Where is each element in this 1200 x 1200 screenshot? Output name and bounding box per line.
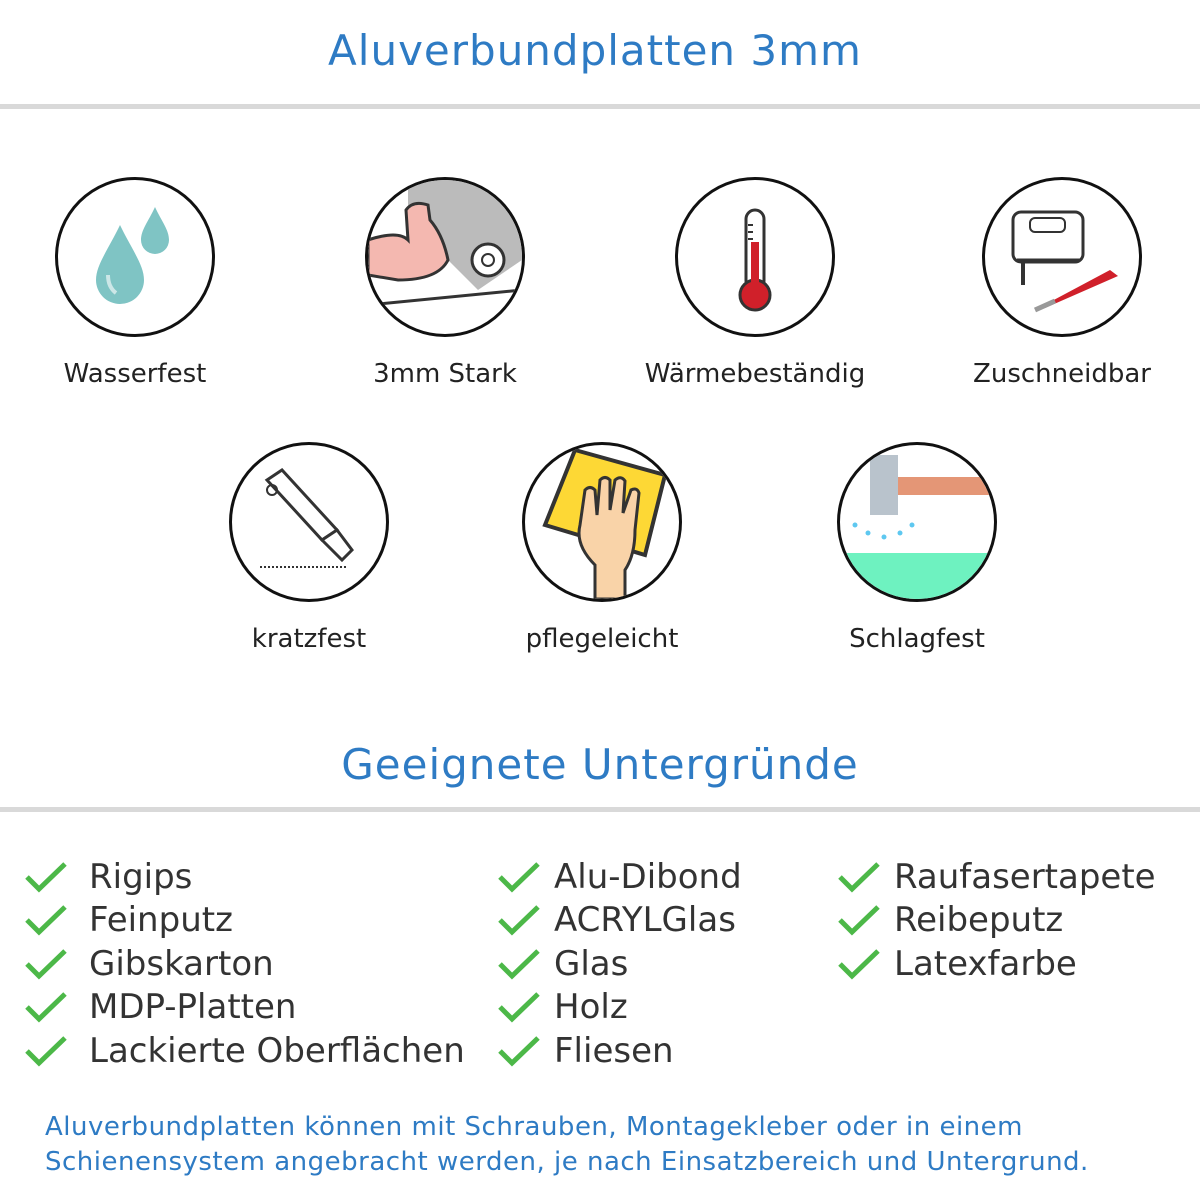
feature-label: kratzfest [251,624,367,654]
feature-schlagfest: Schlagfest [797,442,1037,654]
check-icon [498,904,540,936]
divider [0,807,1200,812]
surfaces-column-2: Alu-Dibond ACRYLGlas Glas Holz Fliesen [498,855,742,1073]
footer-note: Aluverbundplatten können mit Schrauben, … [45,1110,1089,1180]
check-icon [498,991,540,1023]
check-icon [25,948,67,980]
feature-label: 3mm Stark [373,359,517,389]
list-item: Raufasertapete [838,855,1156,899]
check-icon [838,948,880,980]
feature-label: Schlagfest [849,624,985,654]
check-icon [498,1035,540,1067]
check-icon [498,861,540,893]
check-icon [25,1035,67,1067]
feature-label: Zuschneidbar [973,359,1151,389]
list-item: Fliesen [498,1029,742,1073]
list-item: Glas [498,942,742,986]
check-icon [25,861,67,893]
list-item: Reibeputz [838,899,1156,943]
strong-arm-icon [365,177,525,337]
list-item: Holz [498,986,742,1030]
feature-label: Wärmebeständig [644,359,866,389]
water-drops-icon [55,177,215,337]
surfaces-column-3: Raufasertapete Reibeputz Latexfarbe [838,855,1156,986]
list-item: MDP-Platten [25,986,465,1030]
feature-waermebestaendig: Wärmebeständig [635,177,875,389]
list-item: Latexfarbe [838,942,1156,986]
check-icon [838,861,880,893]
hand-sponge-icon [522,442,682,602]
check-icon [838,904,880,936]
surfaces-title: Geeignete Untergründe [341,740,859,789]
hammer-icon [837,442,997,602]
list-item: Rigips [25,855,465,899]
list-item: Gibskarton [25,942,465,986]
check-icon [25,991,67,1023]
feature-pflegeleicht: pflegeleicht [482,442,722,654]
list-item: Lackierte Oberflächen [25,1029,465,1073]
check-icon [498,948,540,980]
list-item: Alu-Dibond [498,855,742,899]
feature-wasserfest: Wasserfest [15,177,255,389]
page-title: Aluverbundplatten 3mm [328,26,862,75]
footer-line-1: Aluverbundplatten können mit Schrauben, … [45,1112,1023,1142]
divider [0,104,1200,109]
thermometer-icon [675,177,835,337]
jigsaw-knife-icon [982,177,1142,337]
feature-label: Wasserfest [63,359,207,389]
feature-3mm-stark: 3mm Stark [325,177,565,389]
cutter-knife-icon [229,442,389,602]
list-item: ACRYLGlas [498,899,742,943]
surfaces-column-1: Rigips Feinputz Gibskarton MDP-Platten L… [25,855,465,1073]
feature-label: pflegeleicht [525,624,679,654]
footer-line-2: Schienensystem angebracht werden, je nac… [45,1147,1089,1177]
check-icon [25,904,67,936]
feature-zuschneidbar: Zuschneidbar [942,177,1182,389]
feature-kratzfest: kratzfest [189,442,429,654]
list-item: Feinputz [25,899,465,943]
